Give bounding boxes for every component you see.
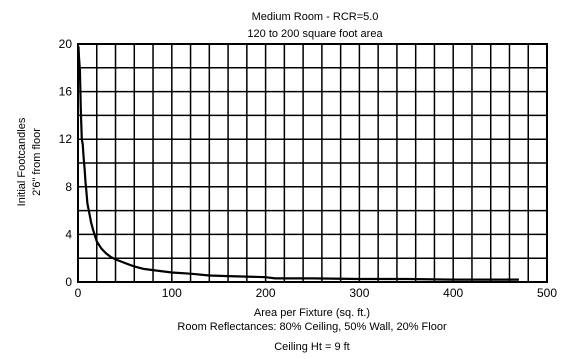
y-tick-label: 12 (59, 132, 73, 146)
x-axis-label: Area per Fixture (sq. ft.) (254, 307, 370, 319)
x-tick-label: 100 (162, 286, 182, 300)
y-axis-label-2: 2'6" from floor (31, 128, 43, 196)
plot-frame (77, 43, 548, 283)
series-line (77, 46, 519, 281)
y-tick-label: 16 (59, 85, 73, 99)
y-tick-label: 0 (65, 275, 72, 289)
y-axis-label: Initial Footcandles (16, 117, 28, 206)
x-tick-label: 200 (256, 286, 276, 300)
y-tick-labels: 0 4 8 12 16 20 (59, 37, 73, 289)
x-tick-label: 500 (537, 286, 557, 300)
x-tick-label: 300 (349, 286, 369, 300)
y-tick-label: 20 (59, 37, 73, 51)
ceiling-height-note: Ceiling Ht = 9 ft (274, 341, 350, 353)
chart-subtitle: 120 to 200 square foot area (247, 28, 383, 40)
chart-title: Medium Room - RCR=5.0 (252, 11, 379, 23)
y-tick-label: 8 (65, 180, 72, 194)
reflectance-note: Room Reflectances: 80% Ceiling, 50% Wall… (177, 321, 447, 333)
y-tick-label: 4 (65, 227, 72, 241)
x-tick-label: 0 (75, 286, 82, 300)
x-tick-labels: 0 100 200 300 400 500 (75, 286, 558, 300)
grid (78, 44, 547, 282)
x-tick-label: 400 (443, 286, 463, 300)
